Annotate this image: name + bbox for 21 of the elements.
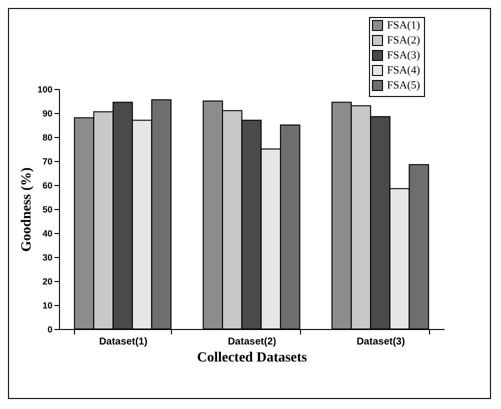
legend-label: FSA(4) xyxy=(387,64,420,76)
y-tick-label: 20 xyxy=(42,276,52,286)
x-tick-label: Dataset(3) xyxy=(356,336,405,348)
y-tick-label: 60 xyxy=(42,180,52,190)
y-tick-label: 70 xyxy=(42,156,52,166)
y-tick-label: 40 xyxy=(42,228,52,238)
y-tick-label: 10 xyxy=(42,300,52,310)
legend-label: FSA(3) xyxy=(387,50,420,62)
y-tick-label: 80 xyxy=(42,132,52,142)
y-tick-label: 100 xyxy=(37,84,52,94)
legend-label: FSA(2) xyxy=(387,34,420,46)
y-tick-label: 0 xyxy=(47,324,52,334)
y-tick-label: 50 xyxy=(42,204,52,214)
x-axis-title: Collected Datasets xyxy=(196,350,308,366)
legend-label: FSA(5) xyxy=(387,80,420,92)
y-axis-title: Goodness (%) xyxy=(19,166,34,252)
x-tick-label: Dataset(1) xyxy=(99,336,148,348)
legend-label: FSA(1) xyxy=(387,20,420,32)
x-tick-label: Dataset(2) xyxy=(228,336,276,348)
y-tick-label: 30 xyxy=(42,252,52,262)
y-tick-label: 90 xyxy=(42,108,52,118)
